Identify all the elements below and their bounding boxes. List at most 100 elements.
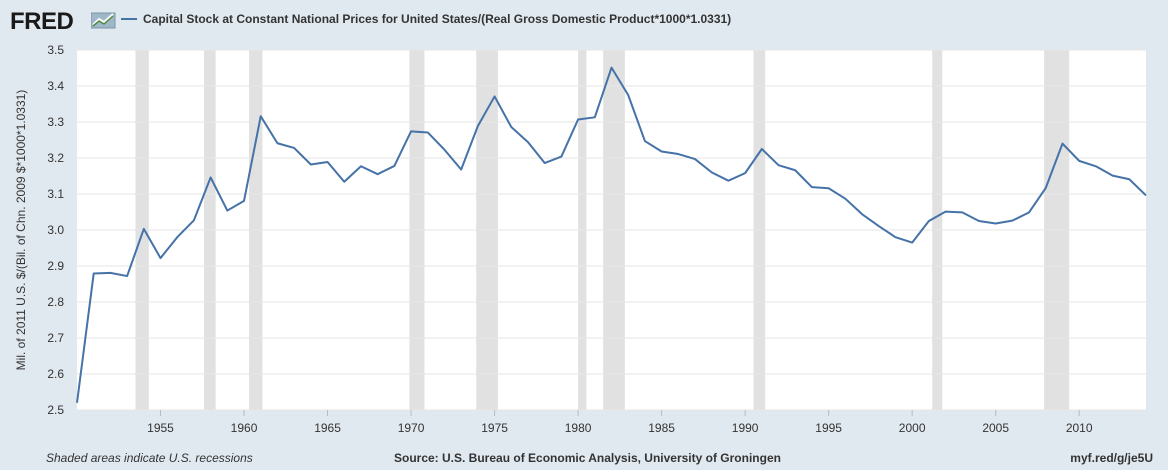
y-axis-ticks: 2.5 2.6 2.7 2.8 2.9 3.0 3.1 3.2 3.3 3.4 3.5 xyxy=(47,43,64,417)
data-point[interactable] xyxy=(508,124,514,130)
data-point[interactable] xyxy=(1126,176,1132,182)
data-point[interactable] xyxy=(458,167,464,173)
x-tick-label: 2010 xyxy=(1066,421,1093,435)
data-point[interactable] xyxy=(959,209,965,215)
short-url-link[interactable]: myf.red/g/je5U xyxy=(1070,451,1153,465)
recession-note: Shaded areas indicate U.S. recessions xyxy=(46,451,253,465)
data-point[interactable] xyxy=(993,221,999,227)
data-point[interactable] xyxy=(776,162,782,168)
data-point[interactable] xyxy=(525,139,531,145)
data-point[interactable] xyxy=(408,128,414,134)
data-point[interactable] xyxy=(1059,141,1065,147)
x-tick-label: 1980 xyxy=(565,421,592,435)
data-point[interactable] xyxy=(1093,163,1099,169)
data-point[interactable] xyxy=(1009,218,1015,224)
data-point[interactable] xyxy=(725,178,731,184)
data-point[interactable] xyxy=(926,218,932,224)
x-tick-label: 2000 xyxy=(899,421,926,435)
chart-header: FRED Capital Stock at Constant National … xyxy=(0,0,1168,42)
data-point[interactable] xyxy=(1143,192,1149,198)
data-point[interactable] xyxy=(659,149,665,155)
data-point[interactable] xyxy=(1043,185,1049,191)
x-tick-label: 1985 xyxy=(648,421,675,435)
data-point[interactable] xyxy=(158,255,164,261)
y-tick-label: 2.5 xyxy=(47,403,64,417)
y-tick-label: 3.0 xyxy=(47,223,64,237)
data-point[interactable] xyxy=(492,93,498,99)
series-line xyxy=(76,66,1147,403)
data-point[interactable] xyxy=(391,163,397,169)
data-point[interactable] xyxy=(191,217,197,223)
data-point[interactable] xyxy=(1076,158,1082,164)
data-point[interactable] xyxy=(542,160,548,166)
data-point[interactable] xyxy=(308,161,314,167)
fred-logo: FRED xyxy=(10,8,74,35)
y-tick-label: 2.8 xyxy=(47,295,64,309)
x-tick-label: 1995 xyxy=(815,421,842,435)
data-point[interactable] xyxy=(274,140,280,146)
data-point[interactable] xyxy=(709,169,715,175)
y-tick-label: 3.4 xyxy=(47,79,64,93)
y-axis-label: Mil. of 2011 U.S. $/(Bil. of Chn. 2009 $… xyxy=(14,90,28,371)
data-point[interactable] xyxy=(909,240,915,246)
y-tick-label: 3.3 xyxy=(47,115,64,129)
data-point[interactable] xyxy=(91,271,97,277)
y-tick-label: 3.5 xyxy=(47,43,64,57)
data-point[interactable] xyxy=(441,147,447,153)
data-point[interactable] xyxy=(224,208,230,214)
data-point[interactable] xyxy=(792,167,798,173)
fred-chart-icon xyxy=(91,12,116,29)
data-point[interactable] xyxy=(809,184,815,190)
data-point[interactable] xyxy=(174,234,180,240)
data-point[interactable] xyxy=(876,223,882,229)
x-tick-label: 1955 xyxy=(147,421,174,435)
data-point[interactable] xyxy=(642,138,648,144)
series-group xyxy=(74,65,1149,406)
data-point[interactable] xyxy=(124,273,130,279)
x-tick-label: 1960 xyxy=(231,421,258,435)
data-point[interactable] xyxy=(692,156,698,162)
data-point[interactable] xyxy=(842,196,848,202)
x-tick-label: 1965 xyxy=(314,421,341,435)
chart-legend: Capital Stock at Constant National Price… xyxy=(121,12,731,26)
data-point[interactable] xyxy=(609,65,615,71)
data-point[interactable] xyxy=(475,123,481,129)
data-point[interactable] xyxy=(892,234,898,240)
y-tick-label: 2.7 xyxy=(47,331,64,345)
data-point[interactable] xyxy=(241,198,247,204)
data-point[interactable] xyxy=(1026,209,1032,215)
y-tick-label: 3.1 xyxy=(47,187,64,201)
data-point[interactable] xyxy=(859,211,865,217)
data-point[interactable] xyxy=(675,151,681,157)
data-point[interactable] xyxy=(208,174,214,180)
data-point[interactable] xyxy=(1110,173,1116,179)
x-axis-ticks: 1955 1960 1965 1970 1975 1980 1985 1990 1995 2000… xyxy=(147,410,1093,435)
data-point[interactable] xyxy=(625,92,631,98)
data-point[interactable] xyxy=(759,146,765,152)
x-tick-label: 2005 xyxy=(982,421,1009,435)
data-point[interactable] xyxy=(358,163,364,169)
data-point[interactable] xyxy=(592,114,598,120)
data-point[interactable] xyxy=(291,145,297,151)
x-tick-label: 1990 xyxy=(732,421,759,435)
data-point[interactable] xyxy=(976,218,982,224)
data-point[interactable] xyxy=(425,129,431,135)
data-point[interactable] xyxy=(558,154,564,160)
data-point[interactable] xyxy=(826,185,832,191)
data-point[interactable] xyxy=(74,400,80,406)
data-point[interactable] xyxy=(107,270,113,276)
data-point[interactable] xyxy=(943,209,949,215)
legend-swatch xyxy=(121,18,137,20)
data-point[interactable] xyxy=(575,116,581,122)
y-tick-label: 2.9 xyxy=(47,259,64,273)
data-point[interactable] xyxy=(341,179,347,185)
data-point[interactable] xyxy=(258,113,264,119)
data-point[interactable] xyxy=(325,159,331,165)
data-point[interactable] xyxy=(742,170,748,176)
data-point[interactable] xyxy=(141,226,147,232)
grid-lines xyxy=(77,49,1146,411)
y-tick-label: 2.6 xyxy=(47,367,64,381)
x-tick-label: 1975 xyxy=(481,421,508,435)
data-point[interactable] xyxy=(375,171,381,177)
